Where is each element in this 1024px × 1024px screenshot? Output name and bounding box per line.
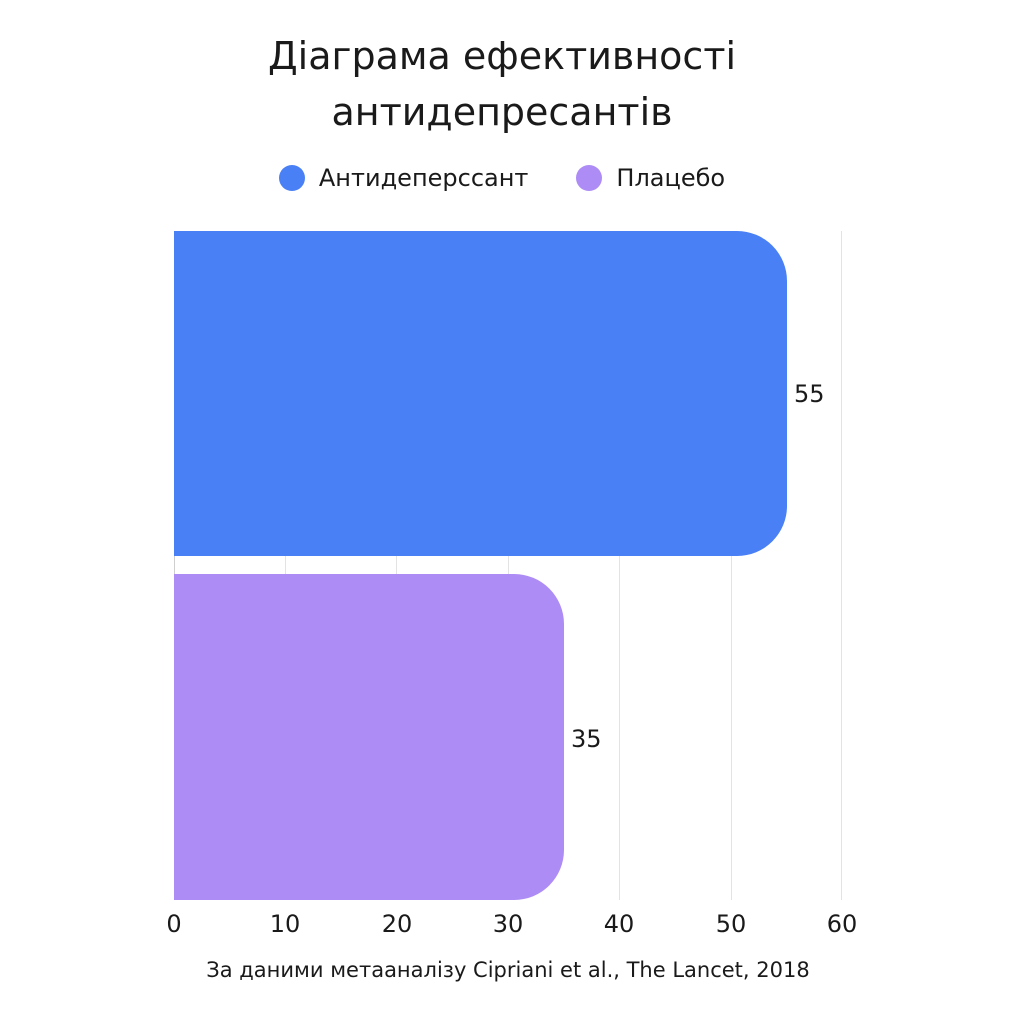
gridline xyxy=(396,231,397,900)
data-label-placebo: 35 xyxy=(571,725,602,753)
gridline xyxy=(731,231,732,900)
x-tick: 10 xyxy=(269,910,301,938)
x-tick: 50 xyxy=(715,910,747,938)
legend-dot-icon xyxy=(576,165,603,191)
source-note: За даними метааналізу Cipriani et al., T… xyxy=(206,958,810,982)
gridline xyxy=(508,231,509,900)
x-tick: 40 xyxy=(603,910,635,938)
gridline xyxy=(841,231,842,900)
legend-label: Антидеперссант xyxy=(318,164,529,192)
gridline xyxy=(285,231,286,900)
chart-title-line-1: Діаграма ефективності xyxy=(267,34,737,78)
legend-dot-icon xyxy=(278,165,305,191)
x-tick: 20 xyxy=(381,910,413,938)
y-axis xyxy=(174,231,175,900)
legend-item-placebo[interactable]: Плацебо xyxy=(576,164,725,192)
chart-title-line-2: антидепресантів xyxy=(331,90,673,134)
bar-antidepressant[interactable] xyxy=(174,231,787,556)
legend: Антидеперссант Плацебо xyxy=(0,164,1004,192)
x-tick: 0 xyxy=(166,910,182,938)
bar-placebo[interactable] xyxy=(174,574,564,900)
gridline xyxy=(619,231,620,900)
legend-item-antidepressant[interactable]: Антидеперссант xyxy=(278,164,529,192)
chart-title: Діаграма ефективності антидепресантів xyxy=(0,28,1004,140)
x-tick: 30 xyxy=(492,910,524,938)
data-label-antidepressant: 55 xyxy=(794,380,825,408)
plot-area: 55 35 xyxy=(174,231,842,900)
legend-label: Плацебо xyxy=(616,164,726,192)
x-tick: 60 xyxy=(826,910,858,938)
